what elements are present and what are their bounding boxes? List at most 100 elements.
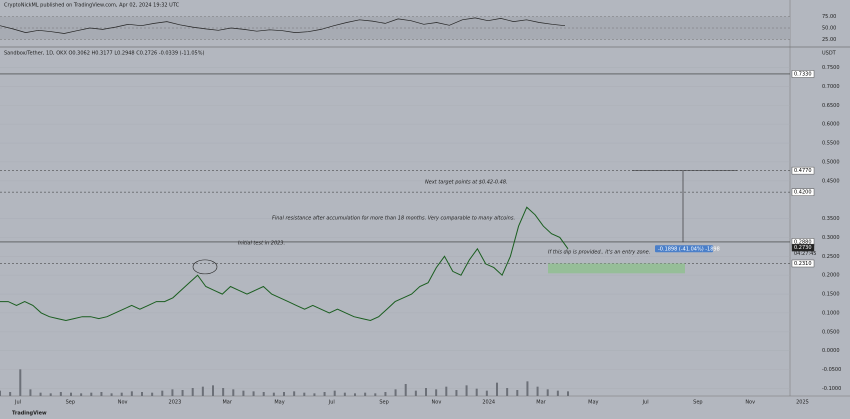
x-tick-label: 2023 [169,400,182,406]
y-tick-label: 0.6500 [822,103,840,109]
volume-bar [485,390,488,396]
y-tick-label: 0.0000 [822,348,840,354]
volume-bar [384,392,387,396]
volume-bar [70,392,72,396]
x-tick-label: 2024 [482,400,495,406]
volume-bar [59,392,62,396]
volume-bar [343,392,346,396]
volume-bar [546,389,549,396]
volume-bar [201,386,204,396]
y-tick-label: -0.0500 [822,367,841,373]
volume-bar [29,389,32,396]
y-tick-label: 0.6000 [822,122,840,128]
volume-bar [191,388,194,396]
price-label: 0.4200 [794,190,812,196]
volume-bar [49,393,52,396]
price-label-box [791,188,815,196]
measure-label: -0.1898 (-41.04%) -1898 [658,246,720,252]
volume-bar [394,389,397,396]
annotation: Initial test in 2023. [238,241,285,247]
x-tick-label: Nov [432,400,442,406]
volume-bar [90,392,93,396]
y-tick-label: 0.2500 [822,254,840,260]
volume-bar [141,392,143,396]
currency: USDT [822,51,837,57]
y-tick-label: 0.7000 [822,84,840,90]
x-tick-label: Sep [379,400,388,406]
y-tick-label: 0.3500 [822,216,840,222]
volume-bar [465,385,468,396]
volume-bar [323,392,326,396]
volume-bar [354,393,356,396]
volume-bar [19,369,22,396]
annotation: Next target points at $0.42-0.48. [425,180,508,186]
annotation: If this dip is provided.. it's an entry … [548,250,650,256]
volume-bar [435,389,438,396]
brand: TradingView [12,411,47,417]
rsi-band [0,16,790,40]
volume-bar [100,392,103,396]
volume-bar [222,388,225,396]
price-line [0,206,569,322]
x-tick-label: May [274,400,284,406]
x-tick-label: Mar [222,400,232,406]
volume-bar [313,393,316,396]
y-tick-label: 0.7500 [822,65,840,71]
author: CryptoNickML published on TradingView.co… [4,3,180,9]
volume-bar [536,386,539,396]
volume-bar [242,390,245,396]
volume-bar [80,393,83,396]
y-tick-label: 0.5000 [822,159,840,165]
x-tick-label: Mar [536,400,546,406]
price-label-box [791,243,815,252]
volume-bar [475,388,478,396]
test-circle [192,259,218,275]
volume-bar [120,392,123,396]
rsi-tick-label: 75.00 [822,14,836,20]
x-tick-label: Jul [642,400,649,406]
volume-bar [262,392,265,396]
volume-bar [9,392,12,396]
volume-bar [516,390,519,396]
x-tick-label: May [588,400,598,406]
rsi-line [0,17,566,34]
y-tick-label: 0.1500 [822,292,840,298]
volume-bar [252,391,255,396]
rsi-tick-label: 25.00 [822,37,836,43]
volume-bar [425,388,427,396]
volume-bar [455,390,458,396]
annotation: Final resistance after accumulation for … [272,216,515,222]
y-tick-label: 0.0500 [822,329,840,335]
volume-bar [232,389,235,396]
symbol-info: Sandbox/Tether, 1D, OKX O0.3062 H0.3177 … [4,51,204,57]
y-tick-label: 0.2000 [822,273,840,279]
y-tick-label: 0.1000 [822,310,840,316]
volume-bar [171,389,174,396]
volume-bar [567,391,569,396]
rsi-tick-label: 50.00 [822,26,836,32]
y-tick-label: 0.3000 [822,235,840,241]
volume-bar [212,385,214,396]
x-tick-label: Jul [328,400,335,406]
entry-zone [548,263,685,274]
price-label: 0.4770 [794,168,812,174]
volume-bar [293,391,296,396]
volume-bar [526,381,529,396]
volume-bar [374,393,377,396]
volume-bar [414,390,417,396]
price-label: 0.2310 [794,261,812,267]
volume-bar [445,386,448,396]
volume-bar [303,392,306,396]
x-tick-label: Nov [745,400,755,406]
volume-bar [161,390,164,396]
x-tick-label: Jul [14,400,21,406]
volume-bar [110,393,113,396]
volume-bar [181,390,184,396]
price-label-box [791,259,815,268]
y-tick-label: -0.1000 [822,386,841,392]
x-tick-label: 2025 [796,400,809,406]
y-tick-label: 0.5500 [822,141,840,147]
price-label-box [791,166,815,175]
volume-bar [496,382,498,396]
